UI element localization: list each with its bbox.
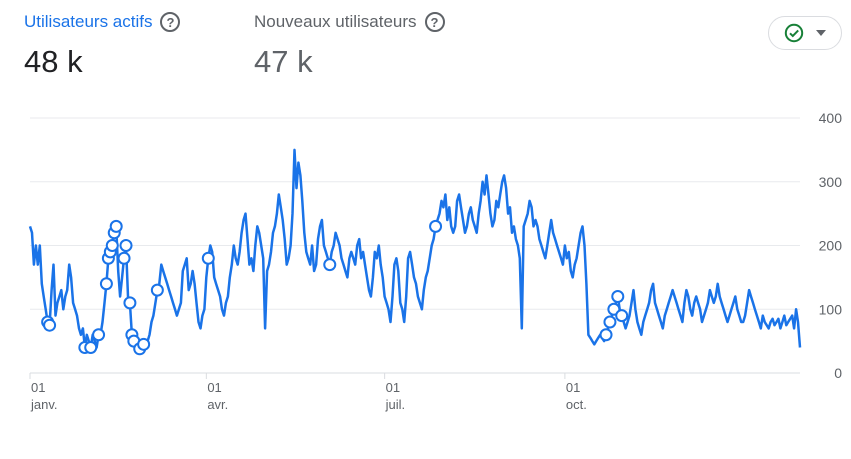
y-tick-label: 300: [819, 174, 843, 190]
y-axis-ticks: 0 100 200 300 400: [819, 110, 843, 381]
anomaly-point[interactable]: [92, 328, 106, 342]
caret-down-icon: [816, 30, 826, 36]
x-tick-month: avr.: [207, 397, 228, 412]
new-users-title[interactable]: Nouveaux utilisateurs: [254, 12, 417, 31]
anomaly-point[interactable]: [99, 277, 113, 291]
x-tick-month: janv.: [30, 397, 58, 412]
anomaly-point[interactable]: [137, 337, 151, 351]
anomaly-point[interactable]: [43, 318, 57, 332]
anomaly-markers: [41, 219, 629, 356]
anomaly-point[interactable]: [84, 341, 98, 354]
anomaly-point[interactable]: [611, 290, 625, 303]
help-icon[interactable]: ?: [424, 12, 445, 32]
x-axis-ticks: 01 janv. 01 avr. 01 juil. 01 oct.: [29, 373, 587, 412]
series-line: [28, 148, 802, 351]
help-icon[interactable]: ?: [160, 12, 181, 32]
x-tick-day: 01: [386, 380, 400, 395]
new-users-metric[interactable]: Nouveaux utilisateurs ? 47 k: [254, 0, 445, 80]
x-tick-day: 01: [207, 380, 221, 395]
anomaly-point[interactable]: [123, 296, 137, 310]
active-users-value: 48 k: [24, 44, 83, 79]
y-tick-label: 0: [834, 365, 842, 381]
x-tick-month: oct.: [566, 397, 587, 412]
active-users-title[interactable]: Utilisateurs actifs: [24, 12, 153, 31]
anomaly-point[interactable]: [323, 258, 337, 272]
anomaly-point[interactable]: [603, 315, 617, 329]
anomaly-point[interactable]: [105, 239, 119, 252]
x-tick-day: 01: [31, 380, 45, 395]
anomaly-point[interactable]: [117, 251, 131, 265]
anomaly-point[interactable]: [201, 251, 215, 265]
y-tick-label: 400: [819, 110, 843, 126]
check-circle-icon: [784, 23, 804, 43]
anomaly-point[interactable]: [119, 239, 133, 252]
anomaly-point[interactable]: [615, 309, 629, 323]
anomaly-point[interactable]: [150, 283, 164, 297]
anomaly-point[interactable]: [109, 219, 123, 233]
anomaly-point[interactable]: [429, 219, 443, 233]
anomaly-point[interactable]: [599, 328, 613, 342]
x-tick-month: juil.: [385, 397, 406, 412]
y-tick-label: 200: [819, 238, 843, 254]
new-users-value: 47 k: [254, 44, 313, 79]
x-tick-day: 01: [566, 380, 580, 395]
y-tick-label: 100: [819, 301, 843, 317]
active-users-header[interactable]: Utilisateurs actifs ?: [24, 0, 181, 44]
new-users-header[interactable]: Nouveaux utilisateurs ?: [254, 0, 445, 44]
active-users-metric[interactable]: Utilisateurs actifs ? 48 k: [24, 0, 181, 80]
active-users-chart: 0 100 200 300 400 01 janv. 01 avr. 01 juil. 01 oct.: [28, 110, 843, 412]
chart-grid: [30, 117, 800, 374]
status-dropdown-button[interactable]: [768, 16, 842, 50]
